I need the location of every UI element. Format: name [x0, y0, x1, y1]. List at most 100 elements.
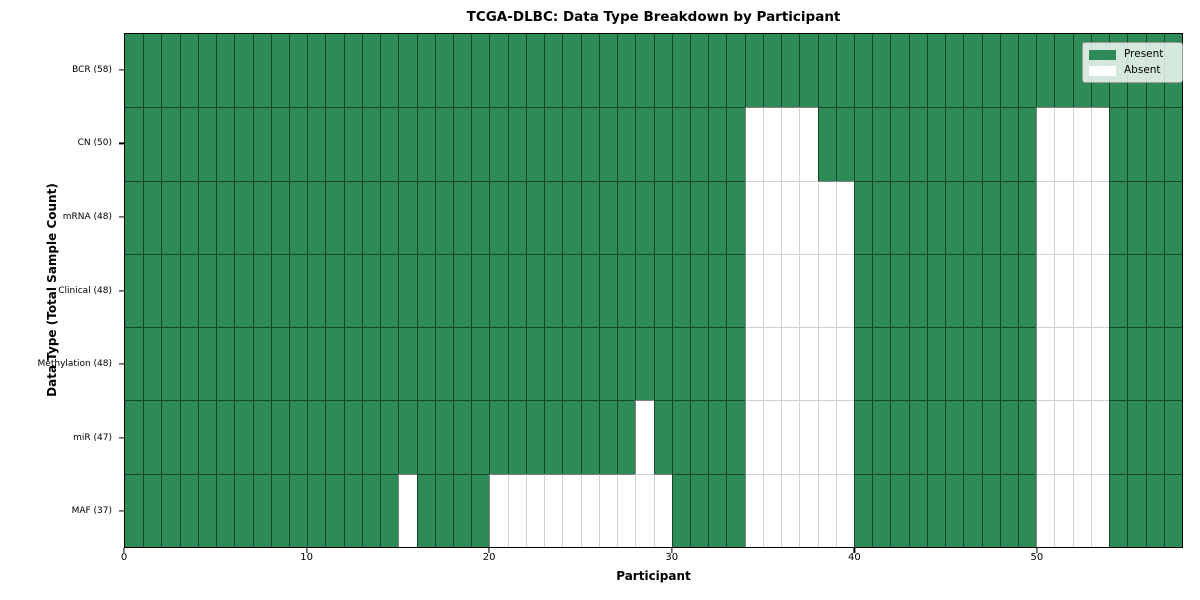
heatmap-cell [525, 34, 545, 108]
heatmap-cell [908, 400, 927, 474]
heatmap-cell [1163, 107, 1182, 181]
heatmap-cell [598, 473, 618, 547]
heatmap-cell [598, 107, 618, 181]
heatmap-cell [1109, 327, 1128, 401]
heatmap-grid [125, 34, 1182, 547]
heatmap-cell [926, 400, 946, 474]
heatmap-cell [234, 253, 253, 328]
heatmap-cell [307, 473, 326, 547]
heatmap-cell [380, 327, 399, 401]
heatmap-cell [689, 34, 709, 108]
heatmap-cell [926, 473, 946, 547]
heatmap-cell [197, 473, 217, 547]
heatmap-cell [708, 34, 727, 108]
heatmap-cell [671, 253, 690, 328]
heatmap-cell [726, 253, 745, 328]
heatmap-cell [161, 400, 180, 474]
heatmap-cell [781, 400, 800, 474]
heatmap-cell [671, 327, 690, 401]
heatmap-cell [361, 473, 381, 547]
heatmap-cell [216, 400, 235, 474]
heatmap-cell [380, 400, 399, 474]
heatmap-cell [507, 400, 526, 474]
heatmap-cell [689, 473, 709, 547]
heatmap-cell [617, 107, 636, 181]
heatmap-cell [653, 327, 672, 401]
heatmap-cell [562, 400, 581, 474]
heatmap-cell [689, 107, 709, 181]
heatmap-cell [762, 34, 782, 108]
heatmap-cell [598, 180, 618, 254]
heatmap-cell [762, 400, 782, 474]
heatmap-cell [963, 107, 982, 181]
heatmap-cell [416, 107, 435, 181]
y-tick-mark [119, 363, 124, 365]
heatmap-cell [981, 180, 1000, 254]
heatmap-cell [1090, 107, 1110, 181]
heatmap-cell [197, 107, 217, 181]
heatmap-cell [981, 473, 1000, 547]
heatmap-cell [872, 34, 891, 108]
heatmap-cell [926, 180, 946, 254]
heatmap-cell [307, 180, 326, 254]
heatmap-cell [963, 253, 982, 328]
heatmap-cell [999, 253, 1018, 328]
heatmap-cell [1072, 253, 1091, 328]
y-axis-tick-label: miR (47) [73, 432, 112, 443]
heatmap-cell [1072, 327, 1091, 401]
x-axis-label: Participant [616, 569, 691, 583]
heatmap-cell [799, 400, 818, 474]
legend-item: Present [1089, 49, 1175, 60]
heatmap-cell [926, 34, 946, 108]
heatmap-cell [507, 253, 526, 328]
heatmap-cell [708, 400, 727, 474]
heatmap-cell [1036, 400, 1055, 474]
heatmap-cell [416, 180, 435, 254]
heatmap-cell [762, 327, 782, 401]
heatmap-cell [197, 34, 217, 108]
heatmap-cell [762, 253, 782, 328]
heatmap-cell [161, 253, 180, 328]
heatmap-cell [817, 253, 836, 328]
heatmap-cell [1072, 180, 1091, 254]
heatmap-cell [507, 327, 526, 401]
heatmap-cell [580, 253, 599, 328]
heatmap-cell [1090, 180, 1110, 254]
heatmap-cell [416, 34, 435, 108]
heatmap-cell [872, 253, 891, 328]
heatmap-cell [453, 473, 472, 547]
heatmap-cell [598, 400, 618, 474]
heatmap-cell [434, 473, 454, 547]
heatmap-cell [1054, 327, 1073, 401]
heatmap-cell [726, 473, 745, 547]
heatmap-cell [507, 473, 526, 547]
heatmap-cell [179, 180, 198, 254]
heatmap-cell [252, 473, 271, 547]
heatmap-cell [744, 400, 763, 474]
heatmap-cell [179, 327, 198, 401]
heatmap-cell [325, 107, 344, 181]
heatmap-cell [1072, 473, 1091, 547]
heatmap-cell [580, 34, 599, 108]
heatmap-cell [963, 34, 982, 108]
heatmap-cell [216, 327, 235, 401]
heatmap-cell [1163, 253, 1182, 328]
heatmap-cell [434, 400, 454, 474]
heatmap-cell [963, 473, 982, 547]
y-tick-mark [119, 437, 124, 439]
x-tick-mark [488, 548, 490, 553]
heatmap-cell [562, 180, 581, 254]
heatmap-cell [817, 473, 836, 547]
heatmap-cell [252, 400, 271, 474]
heatmap-cell [179, 400, 198, 474]
heatmap-cell [1127, 327, 1146, 401]
heatmap-cell [143, 327, 162, 401]
heatmap-cell [617, 253, 636, 328]
heatmap-cell [617, 34, 636, 108]
heatmap-cell [1036, 180, 1055, 254]
heatmap-cell [853, 473, 873, 547]
heatmap-cell [161, 473, 180, 547]
heatmap-cell [671, 107, 690, 181]
heatmap-cell [835, 400, 854, 474]
heatmap-cell [289, 107, 308, 181]
